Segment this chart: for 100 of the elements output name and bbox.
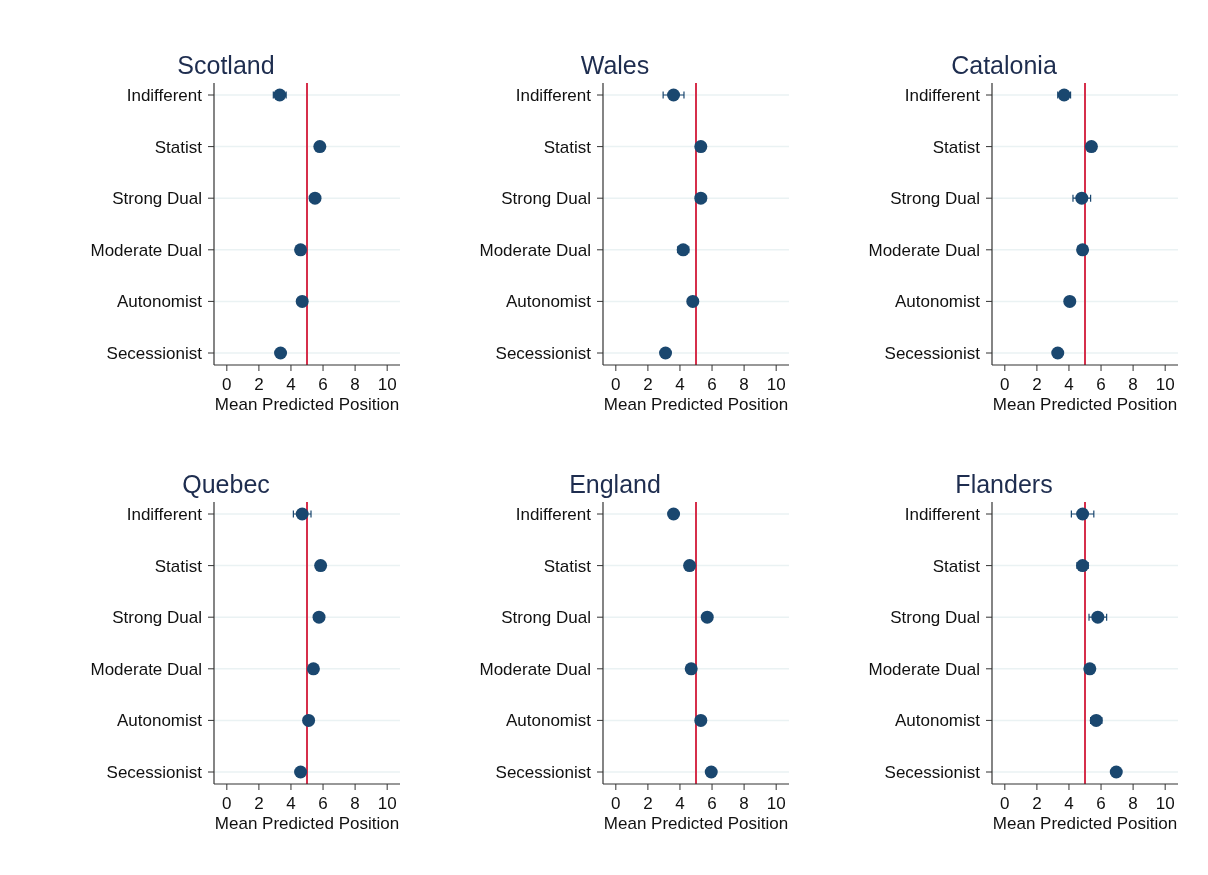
x-tick-label: 0: [222, 794, 232, 813]
y-tick-label: Statist: [154, 137, 203, 157]
y-tick-label: Autonomist: [116, 711, 203, 731]
y-tick-label: Strong Dual: [890, 608, 980, 628]
y-tick-label: Autonomist: [505, 292, 592, 312]
x-tick-label: 10: [766, 794, 786, 813]
point: [694, 140, 708, 154]
x-tick-label: 2: [254, 794, 264, 813]
point: [294, 243, 308, 257]
x-tick-label: 8: [1128, 375, 1138, 394]
x-tick-label: 2: [254, 375, 264, 394]
x-axis-title: Mean Predicted Position: [603, 395, 789, 414]
x-tick-label: 0: [1000, 375, 1010, 394]
x-axis-title: Mean Predicted Position: [992, 395, 1178, 414]
point: [1109, 765, 1123, 779]
point: [1051, 346, 1065, 360]
y-tick-label: Strong Dual: [890, 189, 980, 209]
x-tick-label: 6: [318, 375, 328, 394]
point: [667, 88, 681, 102]
y-tick-label: Statist: [154, 556, 203, 576]
point: [686, 294, 700, 308]
y-tick-label: Moderate Dual: [90, 659, 202, 679]
y-tick-label: Moderate Dual: [90, 240, 202, 260]
x-tick-label: 6: [707, 375, 717, 394]
y-tick-label: Secessionist: [495, 344, 592, 363]
point: [683, 559, 697, 573]
point: [704, 765, 718, 779]
x-tick-label: 0: [611, 375, 621, 394]
x-tick-label: 2: [643, 794, 653, 813]
y-tick-label: Secessionist: [884, 763, 981, 782]
point: [274, 346, 288, 360]
y-tick-label: Autonomist: [894, 711, 981, 731]
y-tick-label: Autonomist: [894, 292, 981, 312]
chart-title: Catalonia: [951, 51, 1057, 79]
x-tick-label: 4: [1064, 794, 1074, 813]
point: [1076, 507, 1090, 521]
y-tick-label: Strong Dual: [112, 608, 202, 628]
x-tick-label: 4: [675, 375, 685, 394]
x-tick-label: 2: [1032, 375, 1042, 394]
x-tick-label: 8: [1128, 794, 1138, 813]
point: [306, 662, 320, 676]
x-axis-title: Mean Predicted Position: [603, 814, 789, 833]
x-tick-label: 6: [318, 794, 328, 813]
y-tick-label: Autonomist: [505, 711, 592, 731]
x-tick-label: 2: [643, 375, 653, 394]
y-tick-label: Indifferent: [515, 86, 592, 105]
x-tick-label: 10: [377, 375, 397, 394]
point: [302, 713, 316, 727]
y-tick-label: Secessionist: [106, 763, 203, 782]
y-tick-label: Strong Dual: [112, 189, 202, 209]
x-axis-title: Mean Predicted Position: [214, 814, 400, 833]
point: [1063, 294, 1077, 308]
chart-title: England: [569, 470, 661, 498]
x-axis-title: Mean Predicted Position: [992, 814, 1178, 833]
y-tick-label: Indifferent: [126, 86, 203, 105]
x-tick-label: 8: [739, 794, 749, 813]
point: [700, 610, 714, 624]
y-tick-label: Moderate Dual: [479, 659, 591, 679]
y-tick-label: Indifferent: [904, 86, 981, 105]
x-tick-label: 4: [1064, 375, 1074, 394]
point: [294, 765, 308, 779]
point: [295, 294, 309, 308]
x-tick-label: 8: [350, 794, 360, 813]
x-tick-label: 8: [350, 375, 360, 394]
chart-title: Scotland: [177, 51, 275, 79]
x-axis-title: Mean Predicted Position: [214, 395, 400, 414]
x-tick-label: 6: [707, 794, 717, 813]
y-tick-label: Secessionist: [884, 344, 981, 363]
y-tick-label: Strong Dual: [501, 608, 591, 628]
y-tick-label: Statist: [932, 556, 981, 576]
y-tick-label: Statist: [932, 137, 981, 157]
point: [312, 610, 326, 624]
y-tick-label: Secessionist: [106, 344, 203, 363]
point: [694, 713, 708, 727]
point: [667, 507, 681, 521]
y-tick-label: Moderate Dual: [868, 659, 980, 679]
x-tick-label: 0: [222, 375, 232, 394]
x-tick-label: 10: [1155, 794, 1175, 813]
point: [314, 559, 328, 573]
point: [1083, 662, 1097, 676]
y-tick-label: Statist: [543, 556, 592, 576]
y-tick-label: Statist: [543, 137, 592, 157]
point: [308, 191, 322, 205]
point: [659, 346, 673, 360]
x-tick-label: 2: [1032, 794, 1042, 813]
x-tick-label: 10: [766, 375, 786, 394]
chart-title: Quebec: [182, 470, 270, 498]
y-tick-label: Indifferent: [515, 505, 592, 524]
chart-title: Wales: [580, 51, 650, 79]
x-tick-label: 8: [739, 375, 749, 394]
x-tick-label: 6: [1096, 375, 1106, 394]
x-tick-label: 4: [286, 794, 296, 813]
x-tick-label: 10: [377, 794, 397, 813]
x-tick-label: 4: [286, 375, 296, 394]
chart-title: Flanders: [955, 470, 1053, 498]
point: [313, 140, 327, 154]
x-tick-label: 6: [1096, 794, 1106, 813]
y-tick-label: Autonomist: [116, 292, 203, 312]
x-tick-label: 0: [611, 794, 621, 813]
x-tick-label: 4: [675, 794, 685, 813]
